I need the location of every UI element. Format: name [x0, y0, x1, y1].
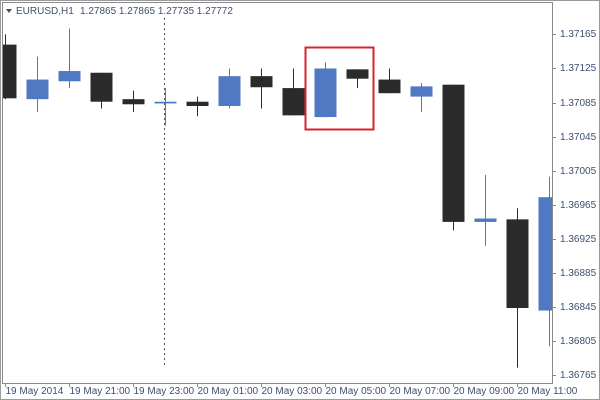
x-tick-label: 19 May 21:00: [70, 386, 131, 397]
candle-body: [58, 71, 81, 82]
y-tick-label: 1.37005: [560, 166, 597, 177]
x-tick-label: 20 May 01:00: [198, 386, 259, 397]
highlight-box: [304, 46, 375, 131]
candle-body: [26, 79, 49, 100]
y-tick-label: 1.36925: [560, 234, 597, 245]
y-tick-label: 1.37085: [560, 98, 597, 109]
candle-body: [186, 101, 209, 106]
x-tick-label: 20 May 09:00: [454, 386, 515, 397]
candle-body: [474, 218, 497, 222]
candle-body: [314, 68, 337, 118]
y-tick-label: 1.37125: [560, 63, 597, 74]
y-tick-label: 1.36885: [560, 268, 597, 279]
chart-title: EURUSD,H1: [16, 6, 74, 17]
candle-body: [346, 69, 369, 79]
plot-frame: [2, 2, 553, 384]
candle-body: [218, 76, 241, 106]
candle-body: [122, 99, 145, 105]
y-tick-label: 1.37165: [560, 29, 597, 40]
x-tick-label: 20 May 11:00: [518, 386, 578, 397]
candle-body: [90, 72, 113, 102]
y-tick-label: 1.37045: [560, 132, 597, 143]
candle-body: [442, 84, 465, 222]
y-tick-label: 1.36965: [560, 200, 597, 211]
y-tick-label: 1.36845: [560, 302, 597, 313]
candle-body: [250, 76, 273, 88]
y-tick-label: 1.36805: [560, 336, 597, 347]
x-tick-label: 19 May 23:00: [134, 386, 195, 397]
x-tick-label: 20 May 03:00: [262, 386, 323, 397]
x-tick-label: 20 May 07:00: [390, 386, 451, 397]
y-tick-label: 1.36765: [560, 370, 597, 381]
candle-body: [506, 219, 529, 308]
x-tick-label: 19 May 2014: [6, 386, 64, 397]
candles: [3, 28, 552, 368]
candle-body: [282, 88, 305, 116]
menu-triangle: [6, 9, 12, 13]
candle-body: [378, 79, 401, 94]
x-tick-label: 20 May 05:00: [326, 386, 387, 397]
candle-body: [154, 101, 177, 104]
candle-body: [410, 86, 433, 97]
chart-subtitle: 1.27865 1.27865 1.27735 1.27772: [80, 6, 233, 17]
candle-body: [3, 44, 17, 99]
candle-body: [538, 197, 552, 311]
